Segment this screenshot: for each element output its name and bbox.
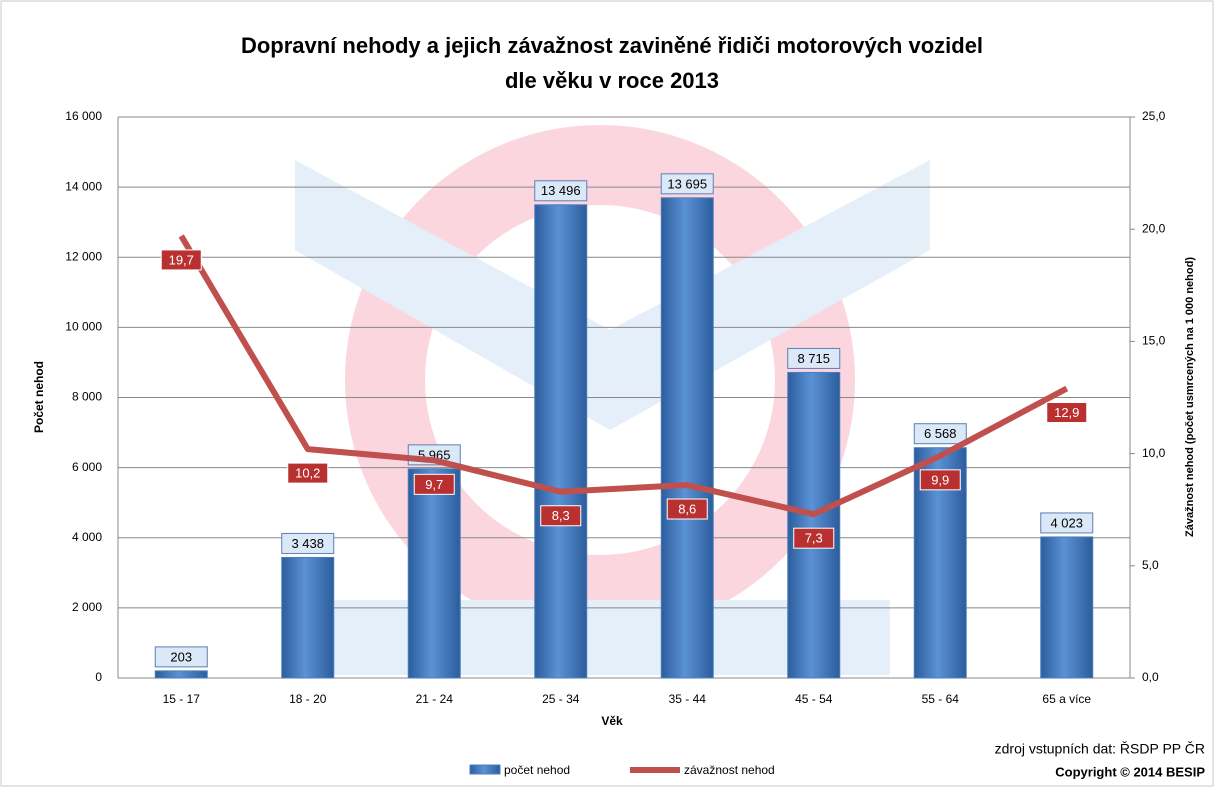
bar [1040, 536, 1094, 679]
data-label: 13 496 [541, 183, 581, 198]
x-tick-label: 35 - 44 [669, 692, 707, 706]
line [178, 234, 1069, 518]
bar [281, 556, 335, 679]
y-tick-label: 16 000 [65, 109, 102, 123]
x-tick-label: 21 - 24 [416, 692, 454, 706]
data-label-box [287, 462, 329, 484]
bar [787, 371, 841, 679]
data-label: 7,3 [805, 531, 823, 546]
data-label: 6 568 [924, 426, 957, 441]
bar [660, 197, 714, 679]
data-label-box [540, 505, 582, 527]
data-label-box [154, 646, 208, 668]
data-label: 19,7 [169, 252, 194, 267]
source: zdroj vstupních dat: ŘSDP PP ČR [995, 741, 1205, 757]
bar [154, 670, 208, 679]
data-label: 10,2 [295, 466, 320, 481]
data-label-box [660, 173, 714, 195]
x-axis-title: Věk [601, 714, 623, 728]
data-label-box [919, 469, 961, 491]
data-label: 8,3 [552, 508, 570, 523]
y-tick-label: 6 000 [72, 460, 102, 474]
x-tick-label: 15 - 17 [163, 692, 201, 706]
y-tick-label: 2 000 [72, 600, 102, 614]
data-label: 203 [170, 649, 192, 664]
y2-tick-label: 10,0 [1142, 446, 1166, 460]
y2-tick-label: 20,0 [1142, 221, 1166, 235]
data-label: 3 438 [291, 536, 324, 551]
data-label-box [793, 527, 835, 549]
bar [534, 204, 588, 679]
data-label-box [413, 473, 455, 495]
y2-tick-label: 25,0 [1142, 109, 1166, 123]
bar [407, 468, 461, 679]
y2-tick-label: 5,0 [1142, 558, 1159, 572]
y-tick-label: 12 000 [65, 249, 102, 263]
data-label-box [1040, 512, 1094, 534]
chart-title: Dopravní nehody a jejich závažnost zavin… [241, 33, 983, 58]
x-tick-label: 18 - 20 [289, 692, 327, 706]
x-tick-label: 55 - 64 [922, 692, 960, 706]
x-tick-label: 45 - 54 [795, 692, 833, 706]
y-tick-label: 0 [95, 670, 102, 684]
y2-axis-title: Závažnost nehod (počet usmrcených na 1 0… [1184, 257, 1196, 537]
data-label: 8 715 [797, 351, 830, 366]
data-label: 8,6 [678, 501, 696, 516]
data-label-box [1046, 402, 1088, 424]
legend-label: počet nehod [504, 763, 570, 777]
copyright: Copyright © 2014 BESIP [1055, 764, 1205, 779]
legend-swatch [469, 764, 501, 775]
y2-tick-label: 0,0 [1142, 670, 1159, 684]
data-label-box [913, 423, 967, 445]
y-tick-label: 10 000 [65, 320, 102, 334]
data-label: 12,9 [1054, 405, 1079, 420]
data-label-box [534, 180, 588, 202]
data-label-box [787, 347, 841, 369]
data-label-box [160, 249, 202, 271]
y-tick-label: 14 000 [65, 179, 102, 193]
y-axis-title: Počet nehod [32, 361, 46, 433]
x-tick-label: 25 - 34 [542, 692, 580, 706]
data-label-box [281, 532, 335, 554]
y2-tick-label: 15,0 [1142, 334, 1166, 348]
chart-title: dle věku v roce 2013 [505, 68, 719, 93]
x-tick-label: 65 a více [1042, 692, 1091, 706]
data-label: 4 023 [1050, 515, 1083, 530]
data-label: 9,7 [425, 477, 443, 492]
data-label: 13 695 [667, 176, 707, 191]
data-label-box [666, 498, 708, 520]
legend-label: závažnost nehod [684, 763, 775, 777]
data-label: 9,9 [931, 472, 949, 487]
y-tick-label: 4 000 [72, 530, 102, 544]
y-tick-label: 8 000 [72, 390, 102, 404]
